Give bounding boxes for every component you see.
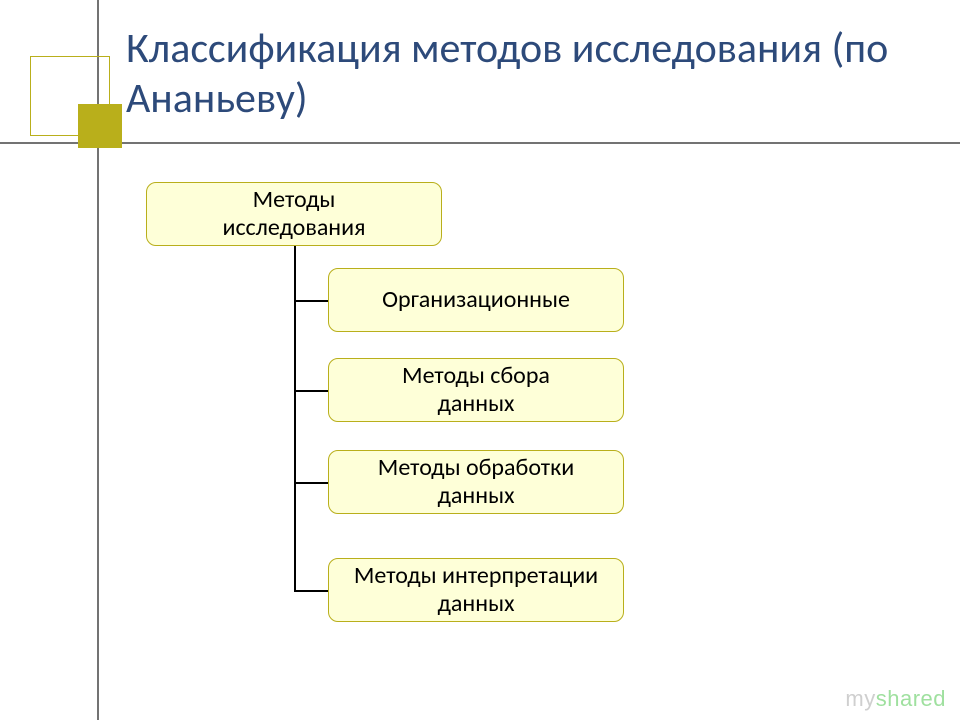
tree-trunk: [294, 246, 296, 590]
decor-h-line: [0, 142, 960, 144]
tree-child-node: Организационные: [328, 268, 624, 332]
tree-root-label: Методы исследования: [223, 186, 366, 241]
decor-inner-square: [78, 104, 122, 148]
tree-branch: [294, 590, 328, 592]
tree-child-label: Методы интерпретации данных: [354, 562, 598, 617]
tree-child-node: Методы обработки данных: [328, 450, 624, 514]
watermark-prefix: my: [845, 686, 875, 711]
tree-child-label: Организационные: [382, 286, 570, 314]
tree-child-label: Методы сбора данных: [402, 362, 550, 417]
tree-branch: [294, 390, 328, 392]
watermark: myshared: [845, 686, 946, 712]
tree-child-label: Методы обработки данных: [378, 454, 574, 509]
tree-child-node: Методы интерпретации данных: [328, 558, 624, 622]
tree-branch: [294, 482, 328, 484]
tree-branch: [294, 300, 328, 302]
slide-title: Классификация методов исследования (по А…: [126, 24, 906, 125]
watermark-rest: shared: [876, 686, 946, 711]
tree-child-node: Методы сбора данных: [328, 358, 624, 422]
tree-root-node: Методы исследования: [146, 182, 442, 246]
